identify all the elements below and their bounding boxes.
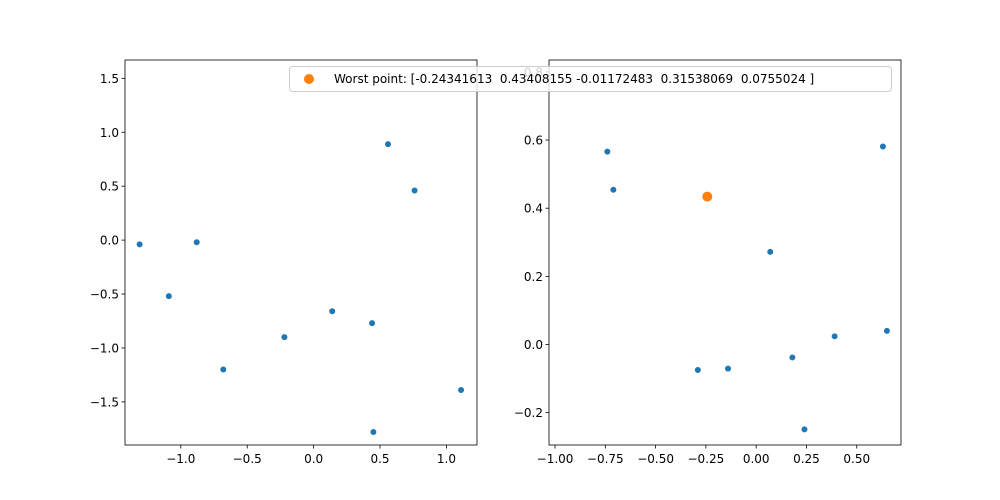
x-tick-label: −0.25: [688, 452, 725, 466]
data-point: [879, 143, 886, 150]
y-tick-label: 0.6: [524, 134, 543, 148]
x-tick-label: 1.0: [437, 452, 456, 466]
data-point: [610, 186, 617, 193]
right-scatter-plot: −1.00 −0.75 −0.50 −0.25 0.00 0.25 0.50 −0.2 0.0 0…: [514, 59, 902, 466]
legend: Worst point: [-0.24341613 0.43408155 -0.…: [289, 66, 892, 92]
y-tick-label: 0.5: [100, 180, 119, 194]
worst-point: [702, 191, 713, 202]
x-tick-label: −0.50: [637, 452, 674, 466]
data-point: [458, 387, 465, 393]
data-point: [136, 241, 143, 248]
y-tick-label: 0.4: [524, 202, 543, 216]
data-point: [165, 293, 172, 300]
y-tick-label: 0.0: [524, 338, 543, 352]
y-tick-label: 1.0: [100, 126, 119, 140]
x-tick-label: −1.00: [537, 452, 574, 466]
data-point: [369, 320, 376, 327]
data-point: [725, 365, 732, 372]
y-tick-label: 0.2: [524, 270, 543, 284]
x-tick-label: 0.00: [743, 452, 770, 466]
data-point: [694, 367, 701, 374]
x-tick-label: −1.0: [166, 452, 195, 466]
data-point: [370, 429, 377, 436]
y-tick-label: −1.0: [90, 341, 119, 355]
data-point: [831, 333, 838, 340]
data-point: [220, 366, 227, 373]
x-tick-label: 0.50: [843, 452, 870, 466]
data-point: [767, 248, 774, 255]
x-tick-label: −0.5: [233, 452, 262, 466]
left-scatter-plot: −1.0 −0.5 0.0 0.5 1.0 −1.5 −1.0 −0.5 0.0 0.5 1.0 1.…: [90, 59, 478, 466]
data-point: [411, 187, 418, 194]
plot-frame: [548, 59, 902, 446]
data-point: [604, 148, 611, 155]
plot-frame: [124, 59, 478, 446]
x-tick-label: 0.0: [304, 452, 323, 466]
data-point: [789, 354, 796, 361]
data-point: [385, 141, 392, 148]
data-point: [193, 239, 200, 246]
y-tick-label: 0.0: [100, 234, 119, 248]
data-point: [329, 308, 336, 315]
legend-marker: [304, 74, 314, 84]
x-tick-label: −0.75: [587, 452, 624, 466]
y-tick-label: −1.5: [90, 395, 119, 409]
x-tick-label: 0.25: [793, 452, 820, 466]
y-tick-label: −0.2: [514, 406, 543, 420]
legend-label: Worst point: [-0.24341613 0.43408155 -0.…: [334, 72, 815, 86]
data-point: [883, 327, 890, 334]
y-tick-label: 1.5: [100, 72, 119, 86]
data-point: [801, 426, 808, 433]
data-point: [281, 334, 288, 341]
y-tick-label: −0.5: [90, 288, 119, 302]
x-tick-label: 0.5: [370, 452, 389, 466]
